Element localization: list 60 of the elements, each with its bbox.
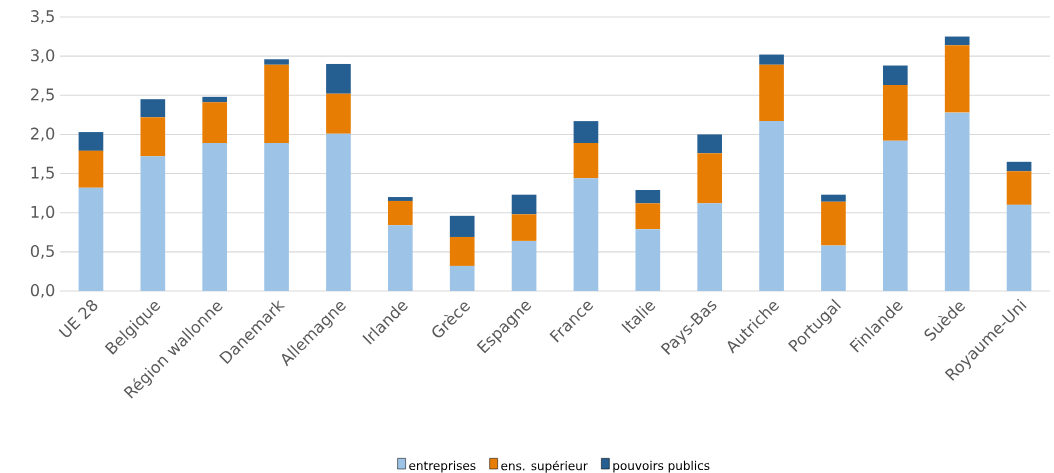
bar — [449, 215, 475, 237]
bar — [202, 143, 228, 291]
bar — [511, 214, 537, 241]
bar — [821, 194, 846, 202]
bar — [140, 156, 166, 291]
bar — [326, 93, 351, 134]
bar — [697, 134, 723, 154]
y-tick-label: 1,0 — [31, 205, 55, 220]
bar — [821, 245, 846, 291]
y-tick-label: 0,5 — [30, 244, 54, 259]
bar — [264, 64, 289, 144]
bar — [264, 143, 289, 291]
bar — [1006, 204, 1032, 291]
bar — [944, 112, 970, 291]
bar — [882, 140, 908, 291]
bar — [1006, 161, 1032, 172]
bar — [387, 197, 413, 201]
y-tick-label: 0,0 — [30, 284, 55, 298]
bar — [202, 96, 228, 103]
bar — [635, 190, 661, 204]
bar — [759, 54, 784, 65]
bar — [635, 203, 661, 230]
bar — [944, 45, 970, 113]
bar — [202, 102, 228, 144]
bar — [326, 133, 351, 291]
y-tick-label: 2,0 — [31, 127, 55, 142]
bar — [140, 117, 166, 157]
bar — [387, 200, 413, 226]
bar — [573, 143, 599, 179]
bar — [697, 203, 723, 291]
y-tick-label: 3,5 — [31, 10, 54, 24]
bar — [882, 65, 908, 86]
bar — [326, 63, 351, 94]
bar — [944, 36, 970, 46]
bar — [573, 121, 599, 144]
bar — [573, 178, 599, 291]
bar — [140, 99, 166, 118]
bar — [759, 64, 784, 122]
x-tick-label: UE 28 — [58, 299, 98, 338]
bar — [821, 201, 846, 246]
legend-label: pouvoirs publics — [613, 460, 710, 473]
bar — [511, 194, 537, 215]
bar — [759, 121, 784, 291]
bar — [635, 229, 661, 291]
bar — [264, 59, 289, 65]
bar — [882, 85, 908, 141]
bar — [449, 236, 475, 266]
bar — [387, 225, 413, 291]
y-tick-label: 1,5 — [31, 166, 54, 181]
legend-label: entreprises — [409, 460, 476, 473]
y-tick-label: 2,5 — [31, 88, 54, 103]
bar — [449, 265, 475, 291]
bar — [78, 132, 104, 151]
bar — [78, 187, 104, 291]
bar — [697, 153, 723, 204]
bar — [78, 150, 104, 188]
bar — [511, 240, 537, 291]
y-tick-label: 3,0 — [31, 49, 55, 63]
legend-label: ens. supérieur — [501, 460, 588, 473]
bar — [1006, 171, 1032, 205]
